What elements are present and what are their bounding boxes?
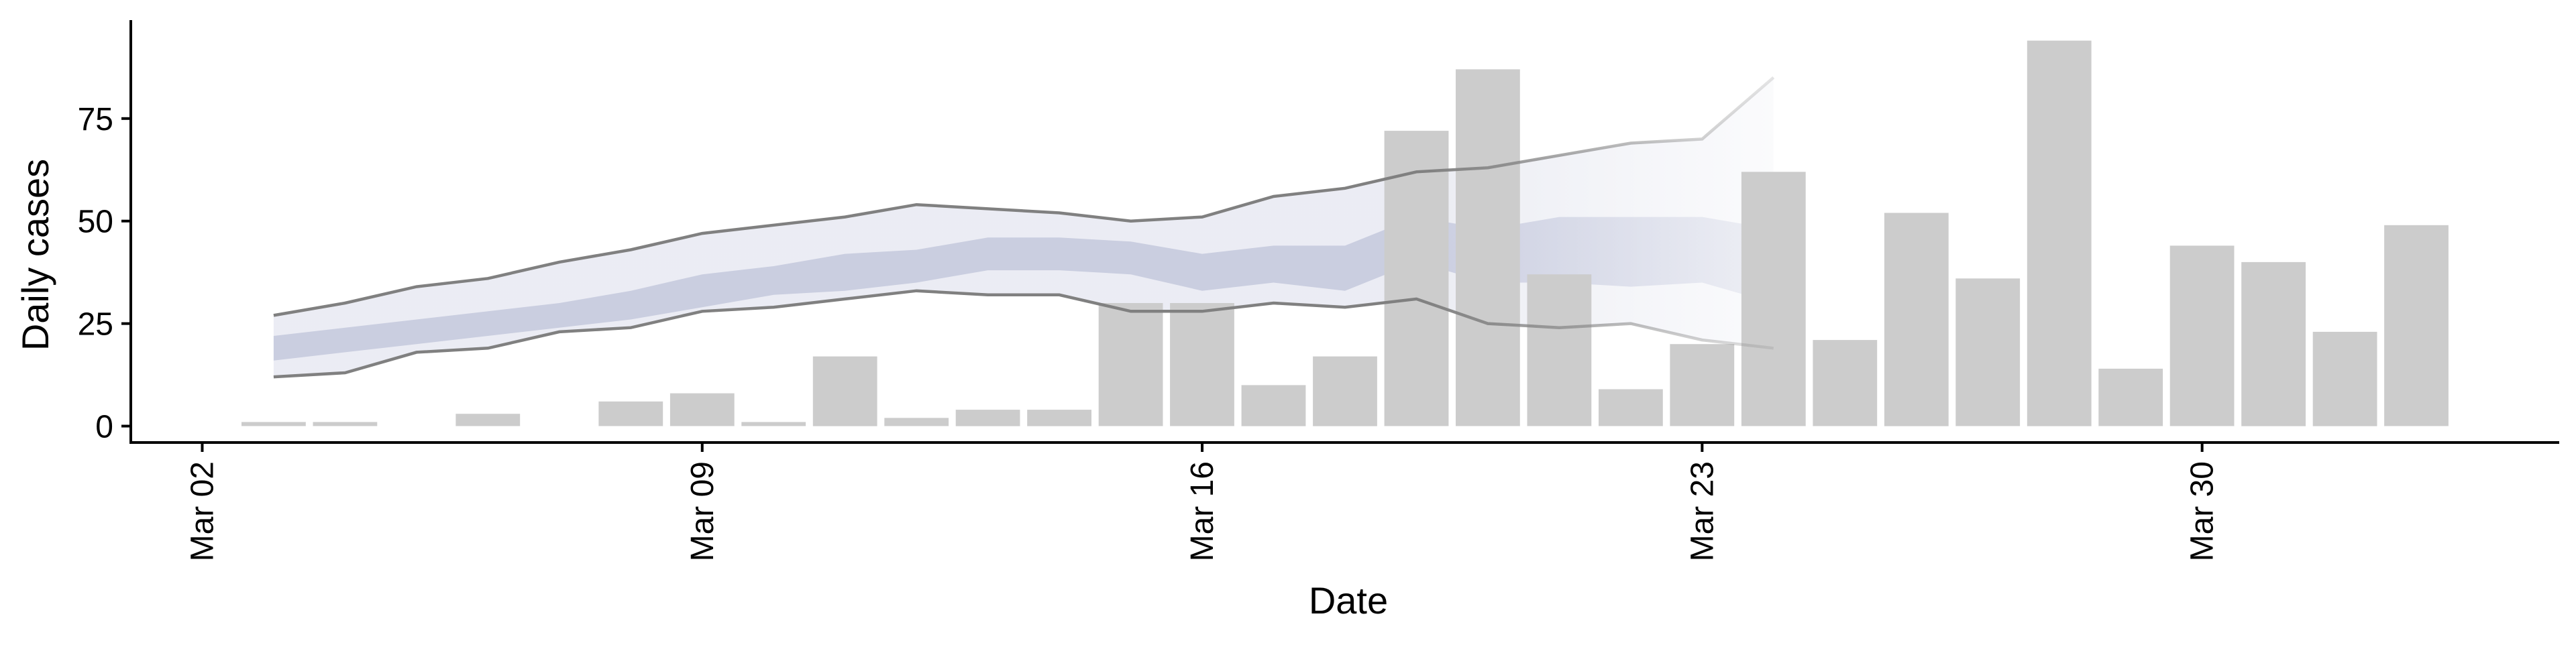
bar [812,356,877,426]
bar [2098,368,2163,426]
y-tick-label: 75 [78,102,113,137]
x-tick-label: Mar 02 [185,461,221,561]
bar [1670,344,1735,426]
bar [1741,172,1806,426]
y-tick-label: 50 [78,204,113,240]
bar [455,414,521,426]
bar [2027,40,2092,426]
y-tick-label: 25 [78,307,113,343]
bar [1955,278,2021,426]
estimate-lines-layer [273,76,1775,379]
bar [1384,131,1449,426]
bar [1170,303,1234,426]
x-tick-label: Mar 23 [1684,461,1720,561]
bar [669,393,735,426]
bar [241,422,306,426]
bar [741,422,806,426]
x-axis-title: Date [1309,579,1388,622]
bar [313,422,378,426]
x-tick-label: Mar 30 [2185,461,2220,561]
bar [1241,385,1306,426]
bar [955,410,1020,426]
bar [2312,331,2377,426]
upper-90-line [273,76,1775,317]
lower-90-line [273,289,1774,379]
bar [884,418,949,426]
bar [1027,410,1091,426]
bar [1527,274,1592,426]
bar [2241,261,2306,426]
axes-layer [129,20,2559,444]
y-axis-title: Daily cases [14,159,56,351]
bar [1884,213,1949,426]
bar [1098,303,1163,426]
bar [1599,389,1663,426]
bar [1313,356,1377,426]
x-tick-label: Mar 16 [1185,461,1220,561]
bar [598,401,663,426]
bar [1456,69,1520,426]
ticks-layer: 0 25 50 75 Mar 02 Mar 09 Mar 16 Mar 23 Mar 30 [78,102,2220,562]
bars-layer [241,40,2449,426]
x-tick-label: Mar 09 [685,461,720,561]
bar [1813,340,1878,426]
bar [2169,245,2235,426]
bar [2384,225,2449,426]
y-tick-label: 0 [95,410,113,445]
